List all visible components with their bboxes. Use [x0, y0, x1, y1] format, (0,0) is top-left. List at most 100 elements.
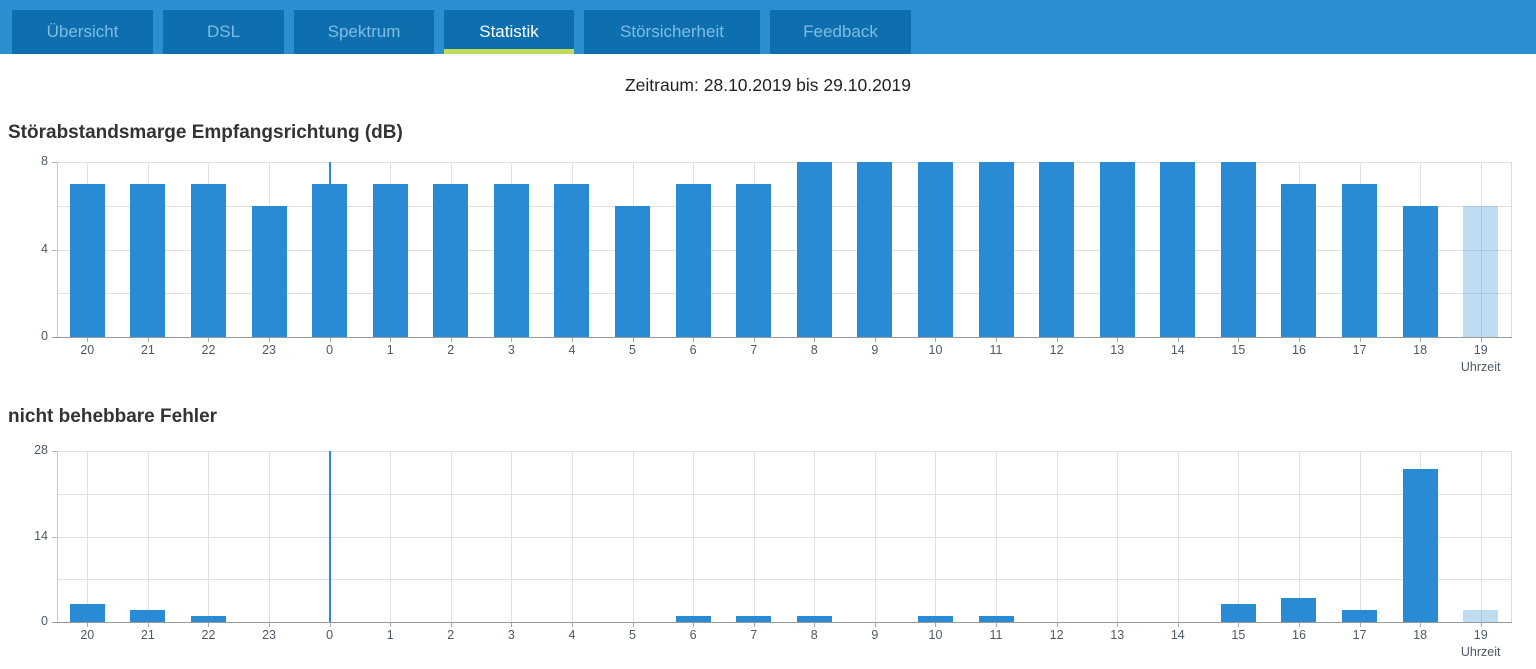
x-tick-label: 2 [447, 343, 455, 357]
x-axis-tick [269, 338, 271, 342]
bar-3 [493, 183, 529, 337]
v-gridline [450, 451, 452, 622]
x-axis-tick [874, 623, 876, 627]
x-axis-title: Uhrzeit [1460, 645, 1501, 659]
bar-6 [675, 183, 711, 337]
x-axis-tick [87, 623, 89, 627]
x-axis-tick [269, 623, 271, 627]
bar-19 [1463, 609, 1499, 622]
tab-dsl[interactable]: DSL [163, 10, 284, 54]
bar-7 [736, 615, 772, 622]
y-axis-line [57, 451, 58, 623]
x-axis-tick [511, 338, 513, 342]
x-tick-label: 12 [1049, 343, 1064, 357]
y-axis-tick [52, 249, 57, 251]
bar-6 [675, 615, 711, 622]
x-tick-label: 11 [989, 343, 1003, 357]
x-tick-label: 10 [928, 628, 943, 642]
x-axis-title: Uhrzeit [1460, 360, 1501, 374]
bar-1 [372, 183, 408, 337]
plot-right-border [1511, 451, 1512, 622]
bar-16 [1281, 183, 1317, 337]
x-tick-label: 4 [568, 628, 576, 642]
tab-label: DSL [206, 22, 241, 41]
v-gridline [1359, 451, 1361, 622]
v-gridline [87, 451, 89, 622]
x-axis-tick [874, 338, 876, 342]
x-axis-tick [1177, 623, 1179, 627]
x-axis-tick [632, 623, 634, 627]
x-tick-label: 5 [629, 343, 636, 357]
bar-19 [1463, 205, 1499, 337]
x-tick-label: 3 [507, 343, 515, 357]
v-gridline [632, 451, 634, 622]
x-tick-label: 3 [507, 628, 515, 642]
x-tick-label: 2 [447, 628, 455, 642]
x-tick-label: 15 [1231, 628, 1246, 642]
y-tick-label: 14 [34, 528, 48, 543]
uncorrectable-errors-chart-title: nicht behebbare Fehler [8, 406, 218, 427]
x-tick-label: 15 [1231, 343, 1246, 357]
x-tick-label: 9 [871, 343, 879, 357]
tab-statistik[interactable]: Statistik [444, 10, 574, 54]
x-axis-tick [693, 623, 695, 627]
bar-22 [190, 615, 226, 622]
x-tick-label: 0 [326, 628, 334, 642]
x-tick-label: 10 [928, 343, 943, 357]
x-axis-tick [1117, 338, 1119, 342]
v-gridline [147, 451, 149, 622]
x-tick-label: 16 [1292, 343, 1306, 357]
x-tick-label: 20 [80, 343, 95, 357]
bar-13 [1099, 162, 1135, 337]
x-tick-label: 8 [810, 343, 818, 357]
y-tick-label: 28 [34, 443, 48, 457]
bar-18 [1402, 205, 1438, 337]
x-axis-tick [935, 623, 937, 627]
v-gridline [1480, 162, 1482, 337]
x-axis-tick [1359, 623, 1361, 627]
bar-7 [736, 183, 772, 337]
tab-st-rsicherheit[interactable]: Störsicherheit [584, 10, 760, 54]
v-gridline [390, 451, 392, 622]
midnight-marker-line [328, 451, 331, 622]
bar-15 [1220, 603, 1256, 622]
x-axis-tick [1420, 338, 1422, 342]
bar-10 [917, 162, 953, 337]
tab--bersicht[interactable]: Übersicht [12, 10, 153, 54]
bar-14 [1160, 162, 1196, 337]
bar-2 [433, 183, 469, 337]
h-gridline [57, 205, 1511, 207]
x-axis-tick [450, 338, 452, 342]
x-tick-label: 17 [1352, 628, 1367, 642]
x-axis-tick [1359, 338, 1361, 342]
x-axis-tick [208, 623, 210, 627]
v-gridline [208, 451, 210, 622]
x-tick-label: 20 [80, 628, 95, 642]
bar-4 [554, 183, 590, 337]
tab-spektrum[interactable]: Spektrum [294, 10, 434, 54]
x-axis-tick [329, 338, 331, 342]
x-tick-label: 7 [750, 343, 758, 357]
x-tick-label: 9 [871, 628, 879, 642]
x-axis-tick [1056, 623, 1058, 627]
x-tick-label: 19 [1473, 343, 1488, 357]
y-axis-line [57, 162, 58, 338]
x-axis-tick [814, 623, 816, 627]
tab-label: Feedback [803, 22, 878, 41]
x-axis-tick [571, 338, 573, 342]
h-gridline [57, 493, 1511, 495]
h-gridline [57, 451, 1511, 452]
v-gridline [1177, 451, 1179, 622]
x-axis-tick [390, 338, 392, 342]
tab-feedback[interactable]: Feedback [770, 10, 911, 54]
x-axis-tick [1238, 338, 1240, 342]
x-axis-tick [753, 623, 755, 627]
plot-right-border [1511, 162, 1512, 337]
bar-23 [251, 205, 287, 337]
h-gridline [57, 249, 1511, 251]
v-gridline [1117, 451, 1119, 622]
x-tick-label: 18 [1413, 628, 1428, 642]
h-gridline [57, 162, 1511, 163]
x-tick-label: 22 [201, 628, 216, 642]
